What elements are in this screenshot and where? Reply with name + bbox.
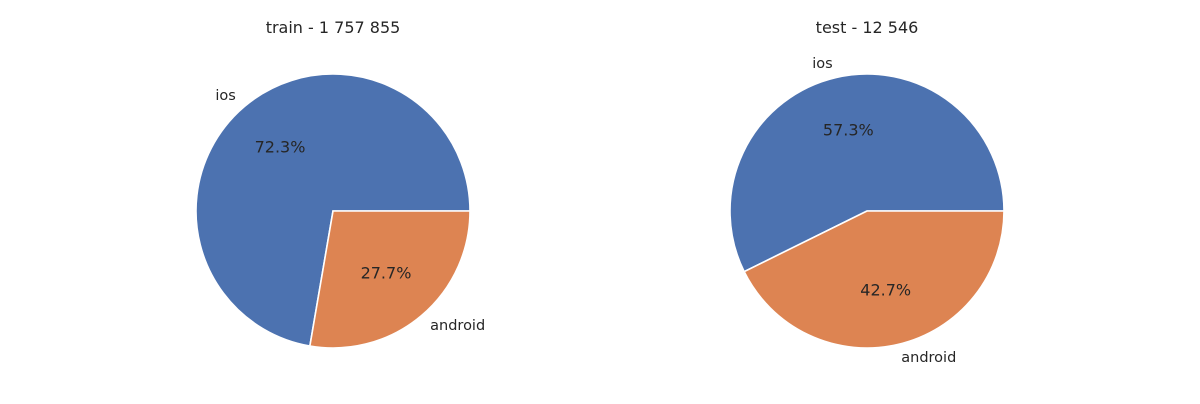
pie-slices-test — [729, 73, 1005, 349]
slice-percent-test-android: 42.7% — [860, 281, 911, 300]
pie-slice-test-android — [743, 210, 1005, 349]
slice-label-test-android: android — [901, 350, 956, 366]
pie-labels-test: ios 57.3% android 42.7% — [812, 56, 956, 366]
slice-label-test-ios: ios — [812, 56, 832, 72]
pie-chart-test: test - 12 546 ios 57.3% android 42.7% — [729, 18, 1005, 366]
chart-title-train: train - 1 757 855 — [266, 18, 401, 37]
slice-label-train-android: android — [430, 318, 485, 334]
slice-percent-test-ios: 57.3% — [823, 120, 874, 139]
slice-percent-train-android: 27.7% — [361, 263, 412, 282]
pie-chart-train: train - 1 757 855 ios 72.3% android 27.7% — [195, 18, 485, 349]
pie-labels-train: ios 72.3% android 27.7% — [215, 88, 485, 334]
chart-title-test: test - 12 546 — [816, 18, 919, 37]
pie-slices-train — [195, 73, 471, 349]
pie-slice-train-ios — [195, 73, 471, 347]
slice-percent-train-ios: 72.3% — [255, 138, 306, 157]
pie-slice-test-ios — [729, 73, 1005, 273]
pie-slice-train-android — [308, 210, 471, 349]
slice-label-train-ios: ios — [215, 88, 235, 104]
